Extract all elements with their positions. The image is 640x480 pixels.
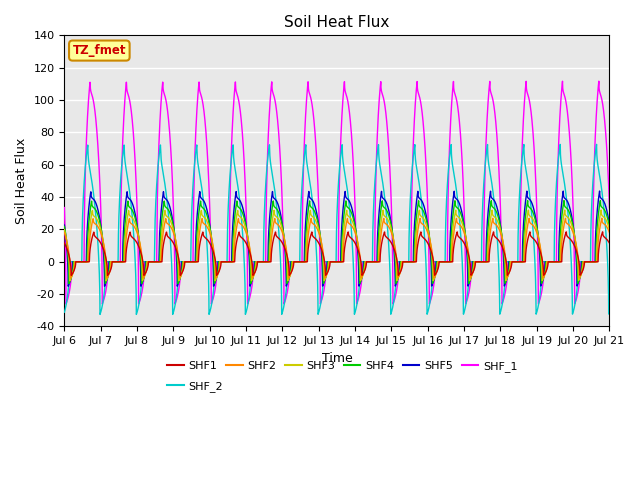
Y-axis label: Soil Heat Flux: Soil Heat Flux (15, 138, 28, 224)
Title: Soil Heat Flux: Soil Heat Flux (284, 15, 390, 30)
Legend: SHF_2: SHF_2 (163, 377, 227, 396)
Text: TZ_fmet: TZ_fmet (72, 44, 126, 57)
X-axis label: Time: Time (321, 352, 352, 365)
